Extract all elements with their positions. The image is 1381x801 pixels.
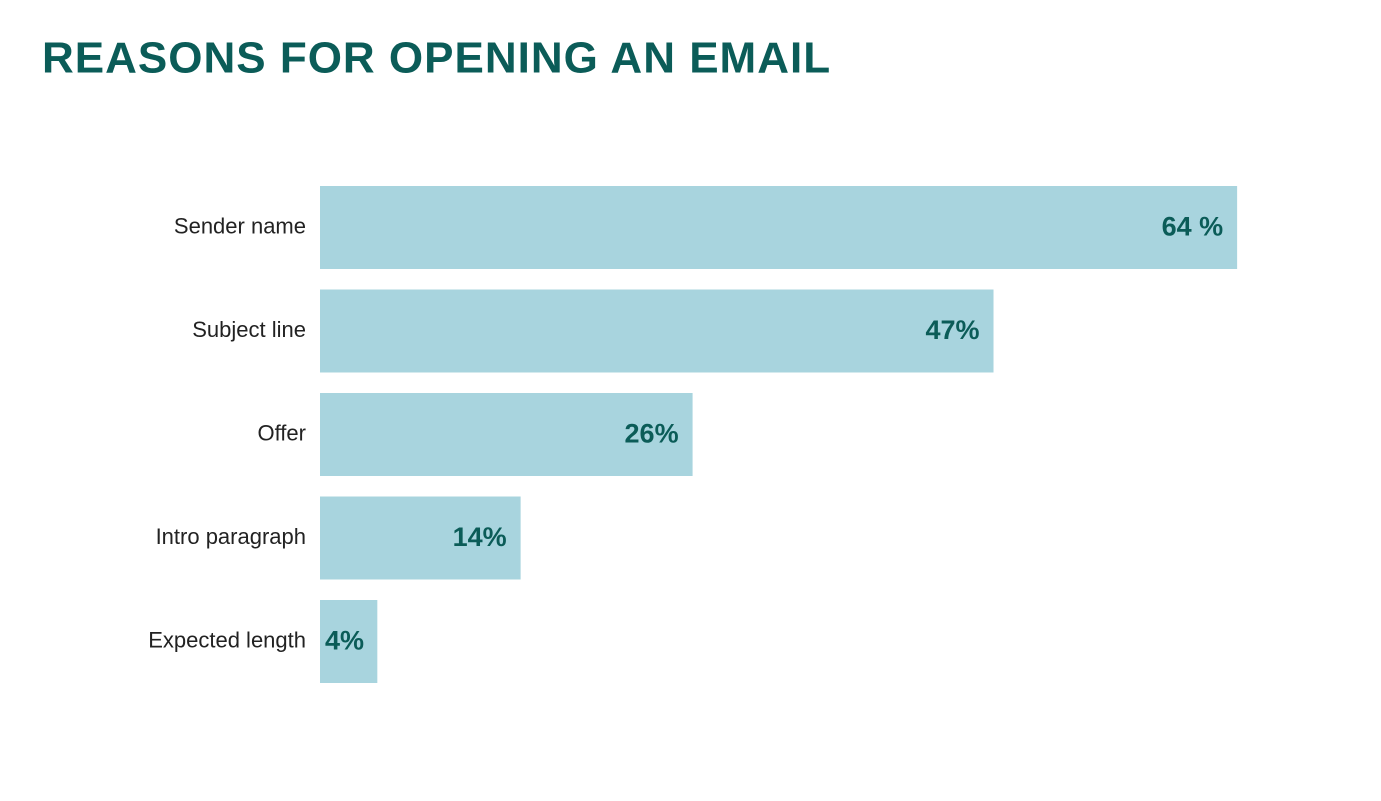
category-label: Sender name bbox=[174, 213, 306, 238]
value-label: 4% bbox=[325, 626, 364, 656]
value-label: 47% bbox=[925, 315, 979, 345]
value-label: 64 % bbox=[1162, 212, 1224, 242]
bar bbox=[320, 600, 378, 683]
bar bbox=[320, 496, 521, 580]
value-label: 14% bbox=[453, 522, 507, 552]
bar bbox=[320, 289, 994, 373]
category-label: Expected length bbox=[148, 627, 306, 652]
category-label: Offer bbox=[257, 420, 306, 445]
bar bbox=[320, 393, 693, 476]
value-label: 26% bbox=[625, 419, 679, 449]
bar bbox=[320, 186, 1238, 269]
category-label: Intro paragraph bbox=[156, 524, 306, 549]
chart-title: REASONS FOR OPENING AN EMAIL bbox=[42, 34, 831, 83]
category-label: Subject line bbox=[192, 317, 306, 342]
